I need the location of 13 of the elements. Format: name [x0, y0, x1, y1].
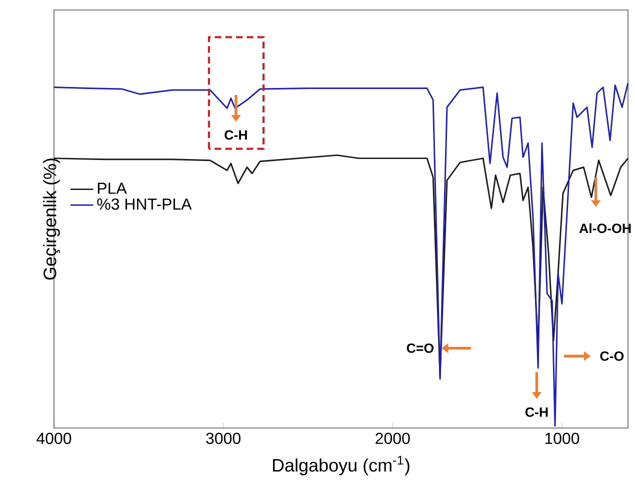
x-tick-label: 1000	[545, 432, 580, 444]
x-tick-label: 4000	[36, 432, 72, 444]
annotation: Al-O-OH	[579, 223, 631, 234]
x-tick-label: 2000	[376, 432, 410, 444]
annotation: C-H	[525, 407, 548, 417]
x-tick-label: 3000	[206, 432, 240, 444]
x-axis-title: Dalgaboyu (cm$^{-1}$)	[273, 456, 410, 476]
annotation: C-H	[224, 130, 247, 140]
legend-label: PLA	[98, 182, 127, 194]
legend-label: %3 HNT-PLA	[97, 198, 192, 210]
annotation: C=O	[406, 343, 434, 353]
y-axis-title: Geçirgenlik (%)	[43, 158, 60, 280]
annotation: C-O	[600, 351, 624, 361]
